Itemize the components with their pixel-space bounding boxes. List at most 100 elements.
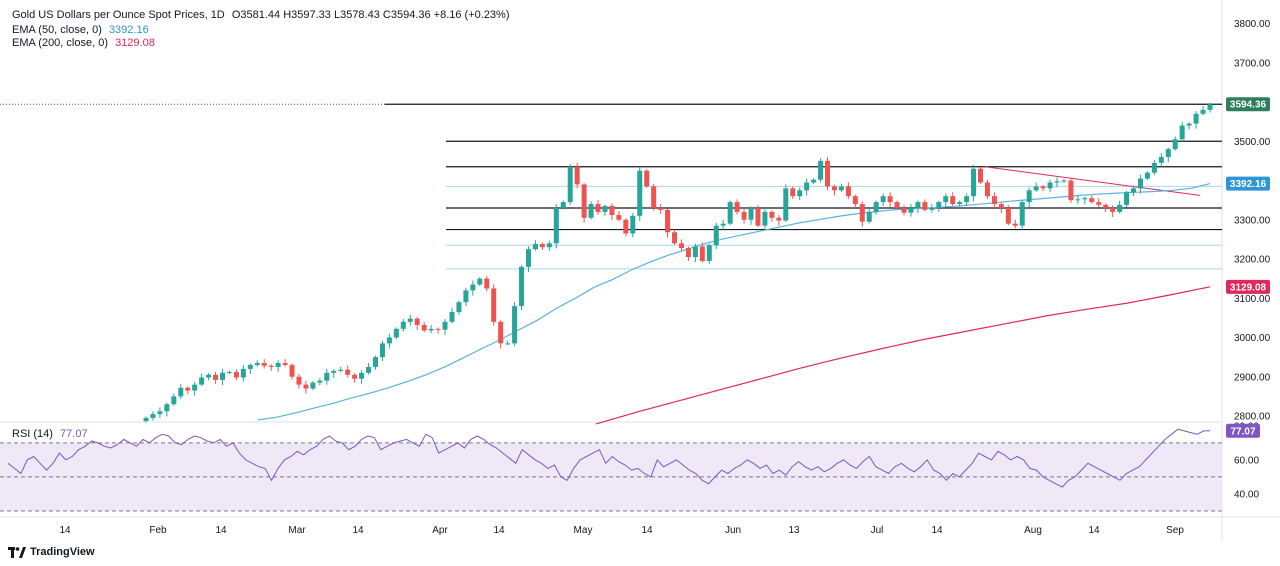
candle-down	[978, 167, 984, 185]
candle-up	[866, 207, 872, 224]
candle-body	[1005, 207, 1011, 224]
candle-up	[1075, 195, 1081, 205]
y-tick-label: 3500.00	[1234, 137, 1271, 148]
candle-up	[1061, 178, 1067, 183]
candle-body	[998, 204, 1004, 208]
candle-body	[199, 377, 205, 385]
y-tick-label: 3100.00	[1234, 294, 1271, 305]
y-tick-label: 2800.00	[1234, 412, 1271, 423]
ema200-line	[595, 286, 1211, 425]
candle-down	[498, 320, 504, 349]
candle-up	[532, 240, 538, 251]
candle-body	[1193, 113, 1199, 124]
candle-body	[887, 196, 893, 203]
candle-body	[943, 196, 949, 203]
candle-body	[171, 396, 177, 405]
candle-body	[421, 324, 427, 331]
rsi-value: 77.07	[60, 428, 88, 440]
horizontal-levels	[0, 103, 1222, 270]
candle-up	[1137, 174, 1143, 194]
candle-up	[602, 204, 608, 216]
ema50-legend[interactable]: EMA (50, close, 0) 3392.16	[12, 24, 149, 37]
candle-body	[386, 337, 392, 344]
candle-up	[818, 158, 824, 183]
candle-down	[825, 156, 831, 191]
candle-body	[345, 369, 351, 375]
candle-body	[1131, 188, 1137, 193]
candle-body	[213, 374, 219, 380]
candle-down	[998, 202, 1004, 214]
candle-up	[505, 340, 511, 345]
candle-body	[247, 364, 253, 369]
badge-text: 77.07	[1230, 426, 1255, 437]
rsi-tick-label: 40.00	[1234, 489, 1259, 500]
badge-box	[1226, 423, 1260, 438]
candle-body	[991, 196, 997, 205]
candle-body	[164, 404, 170, 412]
candle-up	[393, 327, 399, 340]
candle-body	[623, 219, 629, 234]
candle-up	[400, 319, 406, 332]
candle-down	[665, 208, 671, 238]
candle-body	[1068, 180, 1074, 201]
candle-up	[206, 373, 212, 381]
candle-down	[734, 199, 740, 215]
candle-up	[171, 393, 177, 406]
candle-body	[206, 374, 212, 378]
tradingview-logo[interactable]: TradingView	[8, 546, 95, 558]
ema200-legend[interactable]: EMA (200, close, 0) 3129.08	[12, 37, 155, 50]
candle-down	[352, 373, 358, 383]
candle-body	[233, 372, 239, 378]
candle-up	[1186, 122, 1192, 130]
candle-body	[219, 372, 225, 380]
x-tick-label: 14	[931, 525, 943, 536]
candle-body	[915, 202, 921, 208]
last-price-badge: 3594.36	[1226, 97, 1270, 112]
candle-up	[317, 377, 323, 386]
candle-up	[706, 243, 712, 264]
candle-down	[831, 184, 837, 196]
candle-up	[727, 200, 733, 226]
candle-down	[699, 242, 705, 263]
candle-down	[1110, 205, 1116, 218]
candle-up	[359, 370, 365, 384]
candle-down	[595, 200, 601, 215]
candle-body	[984, 182, 990, 197]
candle-body	[769, 211, 775, 218]
candle-up	[908, 204, 914, 217]
candle-body	[178, 387, 184, 397]
candle-down	[484, 275, 490, 292]
candle-up	[1193, 111, 1199, 129]
candle-body	[240, 368, 246, 378]
candle-up	[150, 411, 156, 421]
candle-body	[783, 188, 789, 221]
candle-down	[345, 365, 351, 378]
candle-body	[811, 179, 817, 183]
candle-body	[296, 376, 302, 385]
candle-up	[470, 280, 476, 296]
rsi-legend[interactable]: RSI (14) 77.07	[12, 428, 88, 440]
candle-body	[372, 357, 378, 367]
candle-down	[901, 205, 907, 216]
candle-up	[178, 383, 184, 400]
x-tick-label: Jun	[725, 525, 741, 536]
candle-down	[894, 200, 900, 210]
candle-body	[1207, 104, 1213, 110]
candle-body	[922, 202, 928, 210]
candle-body	[428, 328, 434, 331]
ohlc-values: O3581.44 H3597.33 L3578.43 C3594.36 +8.1…	[231, 9, 510, 21]
candle-down	[859, 201, 865, 227]
candle-down	[581, 182, 587, 223]
candle-up	[1124, 190, 1130, 208]
y-tick-label: 3200.00	[1234, 255, 1271, 266]
candle-body	[449, 311, 455, 322]
brand-name: TradingView	[30, 546, 95, 558]
candle-body	[567, 166, 573, 203]
candle-body	[407, 318, 413, 322]
candle-body	[546, 243, 552, 248]
candle-up	[797, 187, 803, 201]
candle-body	[672, 232, 678, 244]
candle-up	[386, 333, 392, 349]
candle-body	[838, 186, 844, 191]
